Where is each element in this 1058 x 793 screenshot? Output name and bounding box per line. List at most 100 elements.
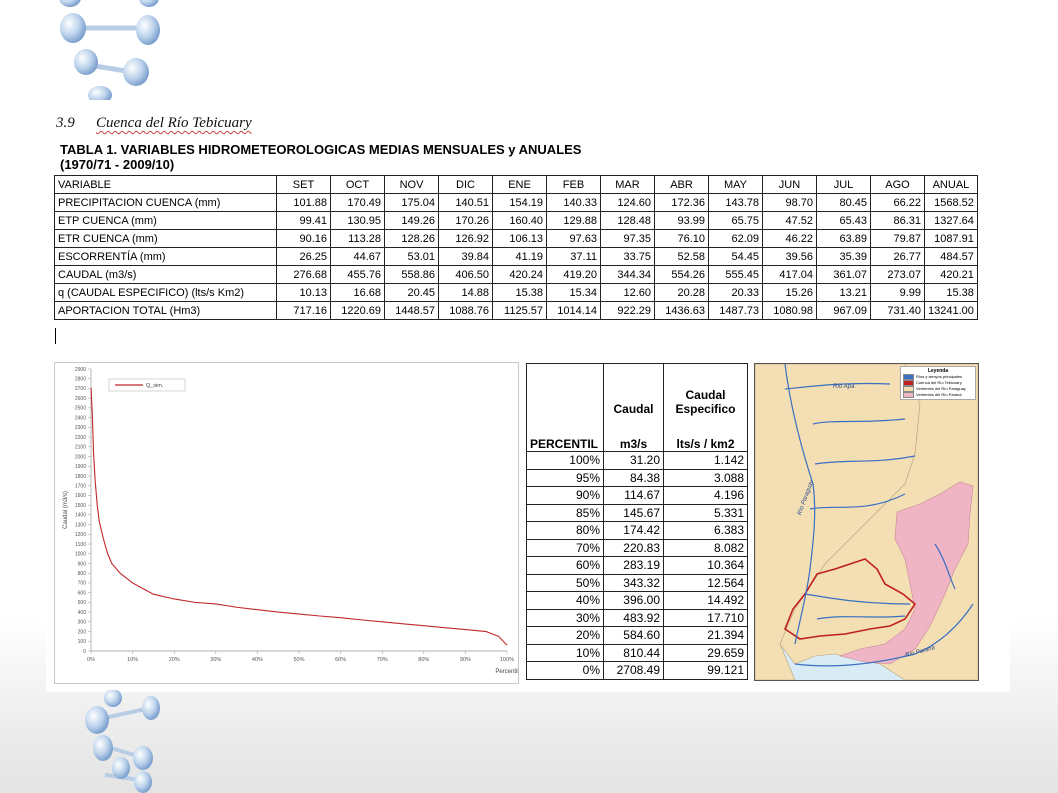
x-tick-label: 0%: [87, 657, 95, 663]
table-cell: 170.49: [330, 193, 385, 212]
table-cell: 124.60: [600, 193, 655, 212]
flow-duration-chart: 0 100 200 300 400 500 600 700 800 900 1000 1100 1200…: [54, 362, 519, 684]
map-legend-item: Ríos y arroyos principales: [903, 374, 973, 380]
flow-duration-chart-svg: 0 100 200 300 400 500 600 700 800 900 1000 1100 1200…: [63, 367, 518, 675]
table-cell: 37.11: [546, 247, 601, 266]
table-cell: 1448.57: [384, 301, 439, 320]
percentile-row: 50% 343.32 12.564: [526, 573, 748, 592]
table-cell: 143.78: [708, 193, 763, 212]
y-axis-label: Caudal (m3/s): [63, 491, 69, 529]
percentile-cell: 5.331: [663, 503, 748, 522]
percentile-cell: 283.19: [603, 556, 664, 575]
table-cell: 15.38: [492, 283, 547, 302]
percentile-row: 100% 31.20 1.142: [526, 451, 748, 470]
y-tick-label: 1700: [75, 483, 86, 489]
table-cell: 406.50: [438, 265, 493, 284]
y-tick-label: 2800: [75, 377, 86, 383]
percentile-cell: 10%: [526, 643, 604, 662]
y-tick-label: 900: [78, 561, 87, 567]
table-cell: 175.04: [384, 193, 439, 212]
percentile-cell: 29.659: [663, 643, 748, 662]
table-header-row: VARIABLE SET OCT NOV DIC ENE FEB MAR ABR MAY JUN JU…: [54, 175, 978, 194]
table-cell: 79.87: [870, 229, 925, 248]
table-cell: 273.07: [870, 265, 925, 284]
table-cell: 66.22: [870, 193, 925, 212]
y-tick-label: 1500: [75, 503, 86, 509]
table-cell: 20.45: [384, 283, 439, 302]
y-tick-label: 1400: [75, 513, 86, 519]
molecule-decoration-top: [59, 0, 160, 100]
y-tick-label: 500: [78, 600, 87, 606]
percentile-cell: 31.20: [603, 451, 664, 470]
y-tick-label: 2200: [75, 435, 86, 441]
table-cell: 717.16: [276, 301, 331, 320]
tebicuary-basin-outline: [784, 558, 917, 640]
table-cell: MAR: [600, 175, 655, 194]
legend-swatch: [903, 380, 914, 386]
percentile-cell: 30%: [526, 608, 604, 627]
percentile-cell: 6.383: [663, 521, 748, 540]
hydromet-variables-table: VARIABLE SET OCT NOV DIC ENE FEB MAR ABR MAY JUN JU…: [54, 175, 978, 320]
table-cell: NOV: [384, 175, 439, 194]
y-tick-label: 2700: [75, 386, 86, 392]
percentile-cell: 100%: [526, 451, 604, 470]
table-cell: 1487.73: [708, 301, 763, 320]
percentile-cell: 220.83: [603, 538, 664, 557]
section-heading: 3.9 Cuenca del Río Tebicuary: [56, 115, 252, 132]
text-cursor: [55, 328, 56, 344]
y-tick-label: 1900: [75, 464, 86, 470]
percentile-header-cell: [526, 363, 604, 416]
table-cell: 361.07: [816, 265, 871, 284]
section-name: Cuenca del Río Tebicuary: [96, 115, 252, 131]
table-cell: 344.34: [600, 265, 655, 284]
y-tick-label: 600: [78, 590, 87, 596]
table-cell: 33.75: [600, 247, 655, 266]
legend-swatch: [903, 374, 914, 380]
table-row: ETP CUENCA (mm) 99.41 130.95 149.26 170.26 16…: [54, 211, 978, 230]
map-legend-item: Vertientes del Río Paraná: [903, 392, 973, 398]
y-tick-label: 700: [78, 581, 87, 587]
y-tick-label: 1000: [75, 552, 86, 558]
percentile-cell: 8.082: [663, 538, 748, 557]
y-tick-label: 400: [78, 610, 87, 616]
basin-map: Leyenda Ríos y arroyos principales Cuenca…: [754, 363, 979, 681]
table-cell: 20.28: [654, 283, 709, 302]
percentile-row: 20% 584.60 21.394: [526, 626, 748, 645]
table-cell: ANUAL: [924, 175, 978, 194]
percentile-cell: 80%: [526, 521, 604, 540]
x-tick-label: 70%: [377, 657, 388, 663]
table-cell: 420.24: [492, 265, 547, 284]
percentile-header-row: Caudal Caudal Especifico: [526, 363, 748, 416]
legend-swatch: [903, 386, 914, 392]
percentile-units-row: PERCENTIL m3/s lts/s / km2: [526, 416, 748, 452]
table-cell: 99.41: [276, 211, 331, 230]
table-cell: 39.84: [438, 247, 493, 266]
table-cell: 62.09: [708, 229, 763, 248]
table-cell: 9.99: [870, 283, 925, 302]
x-tick-label: 80%: [418, 657, 429, 663]
percentile-header-cell: Caudal Especifico: [663, 363, 748, 416]
percentile-table: Caudal Caudal Especifico PERCENTIL m3/s lts/…: [526, 363, 748, 680]
table-row: CAUDAL (m3/s) 276.68 455.76 558.86 406.50 420…: [54, 265, 978, 284]
table-cell: AGO: [870, 175, 925, 194]
table-cell: 149.26: [384, 211, 439, 230]
percentile-cell: 343.32: [603, 573, 664, 592]
table-row: ESCORRENTÍA (mm) 26.25 44.67 53.01 39.84 41.1…: [54, 247, 978, 266]
table-cell: 1568.52: [924, 193, 978, 212]
table-cell: 106.13: [492, 229, 547, 248]
table-cell: 1125.57: [492, 301, 547, 320]
y-tick-label: 2100: [75, 445, 86, 451]
table-cell: 101.88: [276, 193, 331, 212]
table-cell: 44.67: [330, 247, 385, 266]
y-tick-label: 800: [78, 571, 87, 577]
table-cell: 484.57: [924, 247, 978, 266]
table-cell: 65.43: [816, 211, 871, 230]
table-cell: 455.76: [330, 265, 385, 284]
percentile-row: 70% 220.83 8.082: [526, 538, 748, 557]
table-cell: 160.40: [492, 211, 547, 230]
x-tick-label: 100%: [500, 657, 514, 663]
percentile-row: 30% 483.92 17.710: [526, 608, 748, 627]
percentile-cell: 1.142: [663, 451, 748, 470]
table-title: TABLA 1. VARIABLES HIDROMETEOROLOGICAS M…: [60, 142, 581, 172]
table-cell: JUN: [762, 175, 817, 194]
